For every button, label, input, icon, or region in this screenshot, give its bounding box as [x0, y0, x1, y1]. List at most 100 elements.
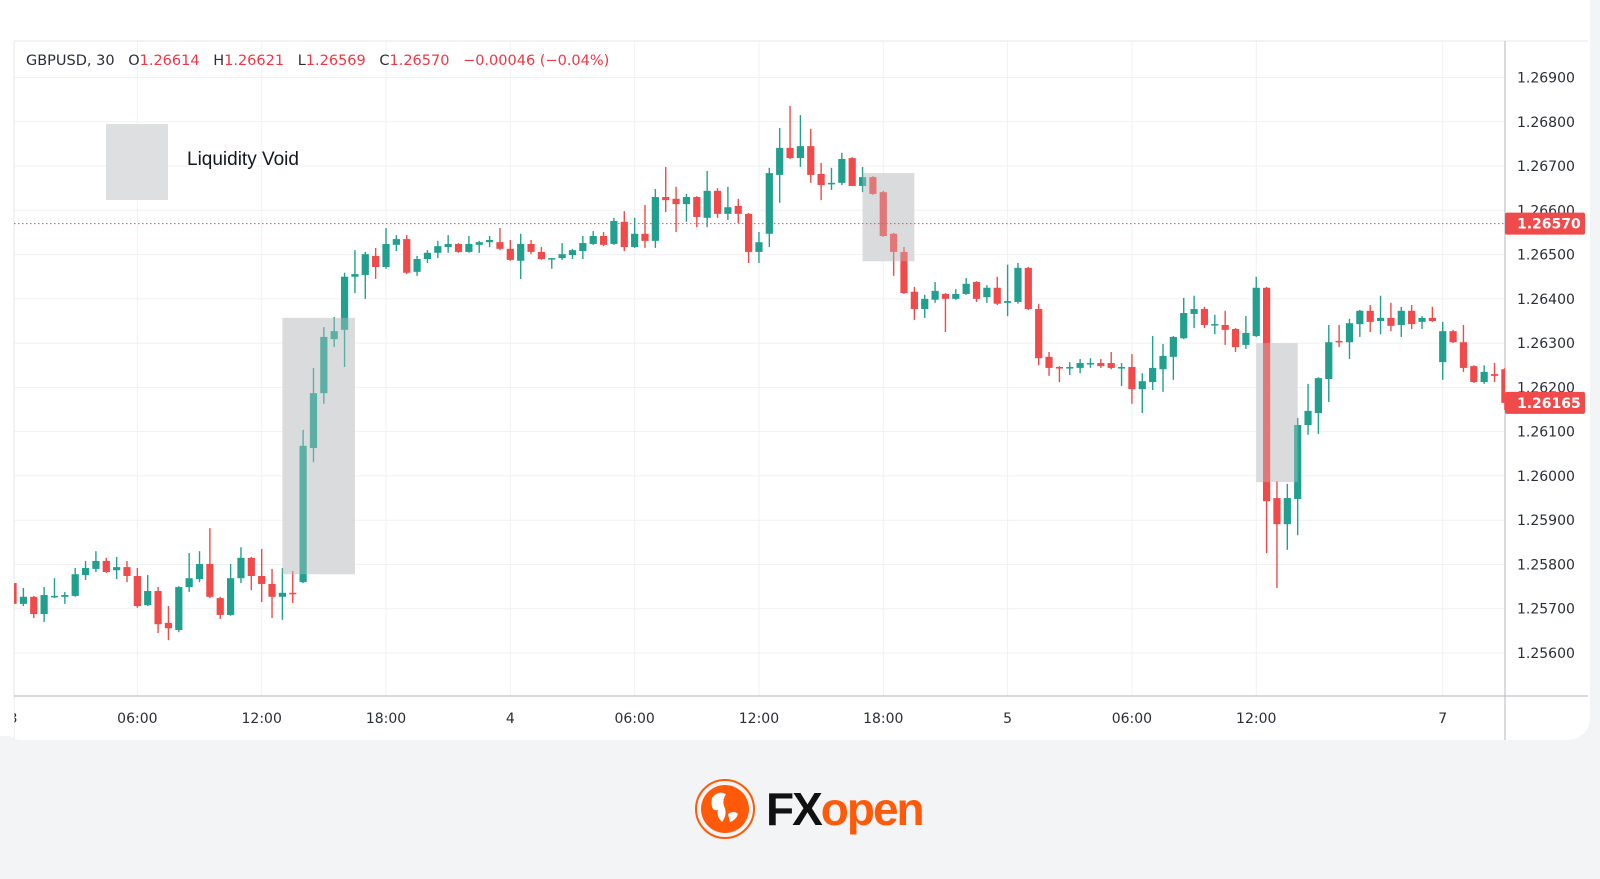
price-badge-label: 1.26570 [1517, 217, 1581, 233]
candle [237, 547, 245, 584]
candle-body [796, 146, 804, 159]
candle [1418, 316, 1426, 329]
candle [144, 575, 152, 607]
candle [568, 248, 577, 260]
candle [1408, 305, 1416, 329]
y-tick-label: 1.26500 [1517, 248, 1575, 264]
bull-logo-icon [695, 779, 755, 839]
candle [382, 228, 390, 269]
brand-open: open [820, 783, 925, 835]
candle-body [972, 282, 981, 299]
candle [1252, 276, 1260, 337]
candle-body [175, 587, 183, 630]
candle-body [745, 213, 753, 252]
y-tick-label: 1.26100 [1517, 425, 1575, 441]
candle [278, 568, 286, 620]
candle [1304, 383, 1312, 435]
candle-body [50, 595, 59, 598]
candle [900, 247, 908, 294]
candle [807, 128, 815, 183]
liquidity-void-overlay [282, 317, 355, 575]
candle-body [320, 336, 328, 394]
candle [154, 587, 162, 634]
candle [890, 232, 898, 276]
low-label: L [297, 53, 306, 69]
candle [1449, 329, 1457, 344]
candle-body [1418, 317, 1426, 322]
candle-body [952, 293, 960, 299]
candle-body [1200, 309, 1209, 325]
candle [589, 231, 597, 245]
candle [1231, 328, 1240, 352]
candle-body [1439, 331, 1447, 363]
candle [1169, 336, 1177, 380]
candle-body [351, 274, 359, 277]
candle-body [340, 276, 349, 330]
candle [579, 235, 587, 260]
candle [92, 551, 100, 572]
candle [693, 196, 701, 228]
y-tick-label: 1.26000 [1517, 469, 1575, 485]
candle-body [1325, 342, 1333, 379]
candle-body [1459, 342, 1468, 368]
candle [320, 327, 328, 404]
candle-body [1501, 369, 1505, 403]
candle-body [672, 198, 680, 205]
candle-body [61, 595, 69, 597]
candle [50, 578, 59, 599]
y-tick-label: 1.25900 [1517, 513, 1575, 529]
candle-body [993, 287, 1001, 304]
x-tick-label: 18:00 [863, 711, 903, 727]
candle-body [475, 242, 483, 245]
high-value: 1.26621 [224, 53, 285, 69]
candle-body [1376, 317, 1385, 321]
candle [558, 243, 566, 260]
candle-body [548, 258, 556, 260]
candle-body [631, 233, 639, 248]
candle [133, 568, 141, 608]
candle-body [1490, 374, 1499, 376]
candle [1035, 303, 1043, 366]
candle [755, 232, 763, 263]
candle [734, 198, 742, 224]
candle-body [693, 197, 701, 217]
candle-body [123, 567, 131, 576]
candle-body [651, 197, 659, 241]
candle-body [496, 242, 504, 249]
candle-body [1408, 310, 1416, 325]
candle [423, 250, 432, 263]
x-tick-label: 12:00 [242, 711, 282, 727]
candle [1335, 324, 1343, 348]
candle-body [838, 158, 846, 183]
candle [610, 217, 618, 245]
x-tick-label: 5 [1003, 711, 1012, 727]
candle-body [527, 243, 535, 252]
candle-body [1366, 310, 1374, 322]
y-tick-label: 1.26900 [1517, 71, 1575, 87]
candle-body [1294, 425, 1302, 499]
candle [1459, 324, 1468, 372]
candle [227, 564, 235, 616]
candle-body [1314, 378, 1322, 414]
candle-body [486, 239, 494, 243]
candle [941, 293, 950, 333]
candle [1138, 373, 1146, 414]
candle [258, 548, 266, 603]
candle-body [765, 173, 773, 234]
candle-body [1387, 317, 1395, 326]
candle-body [807, 146, 815, 175]
candle-body [164, 622, 173, 629]
candle [486, 235, 494, 248]
candle-body [71, 574, 79, 596]
candle-body [858, 177, 867, 186]
candle-body [247, 557, 255, 576]
candle [1159, 344, 1167, 392]
candle-body [517, 243, 525, 261]
candle-body [1231, 328, 1240, 348]
candle [641, 204, 649, 248]
candle [517, 233, 525, 279]
candle-body [713, 190, 722, 214]
candle-body [869, 177, 877, 194]
candle [81, 560, 90, 580]
